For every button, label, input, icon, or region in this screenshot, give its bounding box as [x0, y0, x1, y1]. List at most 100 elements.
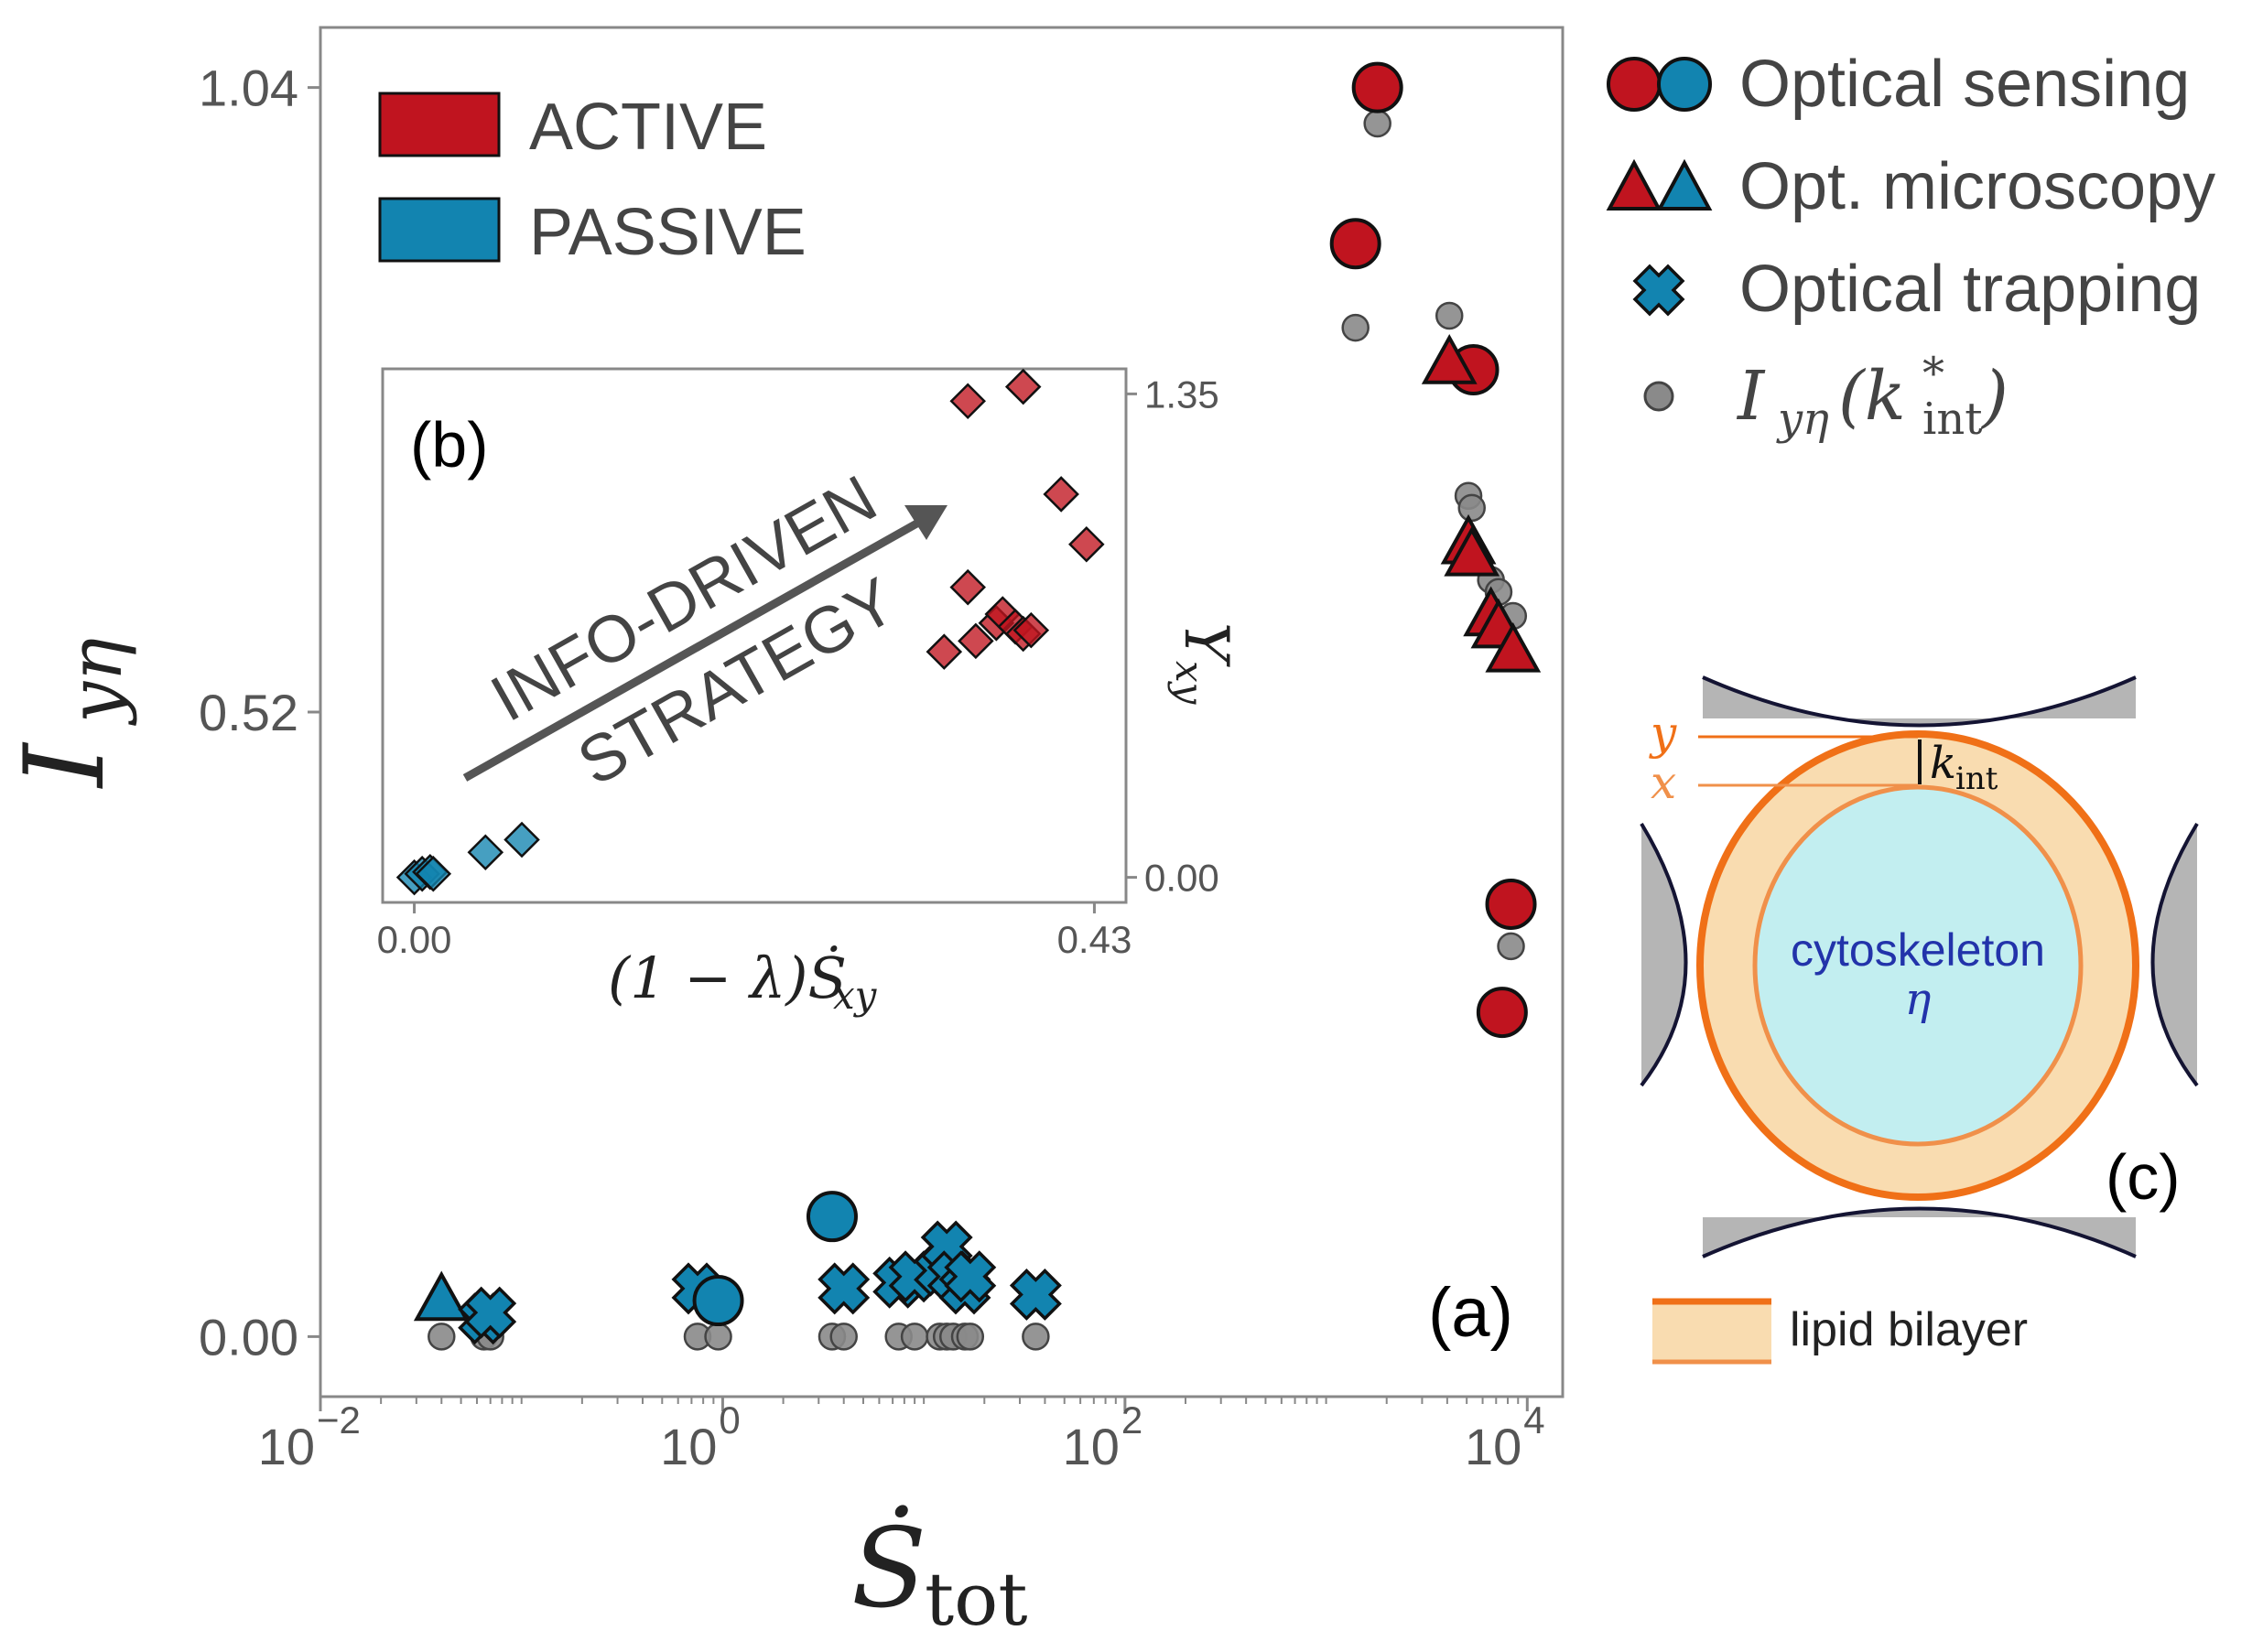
label-k: k: [1930, 738, 1956, 789]
passive-cross-point: [1009, 1268, 1062, 1321]
gray-reference-point: [956, 1323, 985, 1351]
panel-label-a: (a): [1428, 1274, 1513, 1352]
label-x: x: [1651, 756, 1676, 809]
inset-passive-diamond: [467, 834, 504, 870]
y-tick-label: 1.04: [199, 59, 298, 117]
gray-reference-point: [1435, 301, 1464, 330]
legend-swatch-passive: [378, 197, 501, 263]
legend-label-gray: I yη (k * int ): [1736, 348, 2009, 445]
inset-plot-frame: [381, 367, 1128, 904]
legend-label-trapping: Optical trapping: [1739, 253, 2201, 326]
x-tick-base: 10: [1063, 1418, 1120, 1475]
passive-cross-point: [464, 1286, 517, 1339]
inset-x-title-sub: xy: [833, 973, 878, 1018]
category-legend: ACTIVE PASSIVE: [378, 91, 807, 269]
legend-gray-sub: yη: [1776, 394, 1829, 445]
active-triangle-point: [1421, 333, 1478, 384]
x-axis-title-sub: tot: [925, 1557, 1027, 1642]
inset-passive-diamond: [503, 821, 540, 858]
active-circle-point: [1476, 987, 1528, 1039]
gray-reference-point: [829, 1323, 858, 1351]
inset-x-tick-label: 0.43: [1057, 918, 1132, 961]
lipid-bilayer-inner: [1752, 784, 2084, 1147]
x-tick-exponent: 0: [719, 1398, 740, 1441]
inset-y-title-main: Υ: [1171, 622, 1241, 667]
legend-label-sensing: Optical sensing: [1739, 48, 2190, 121]
x-tick-label: 10 0: [660, 1398, 741, 1475]
gray-reference-point: [1497, 932, 1525, 961]
legend-gray-close: ): [1980, 357, 2009, 436]
bilayer-legend-label: lipid bilayer: [1790, 1303, 2028, 1356]
right-plate: [2152, 824, 2197, 1085]
label-k-sub: int: [1955, 761, 1998, 797]
legend-circle-active: [1607, 57, 1662, 112]
legend-gray-I: I: [1736, 357, 1766, 436]
arrow-shaft: [462, 518, 923, 782]
inset-y-tick-label: 0.00: [1144, 857, 1219, 900]
x-axis-title: Ṡ tot: [851, 1506, 1027, 1642]
inset-active-diamond: [1004, 368, 1042, 405]
x-tick-label: 10 4: [1465, 1398, 1545, 1475]
inset-active-diamond: [1068, 525, 1105, 563]
gray-reference-point: [704, 1323, 732, 1351]
inset-data-points: [395, 368, 1105, 896]
marker-legend: Optical sensing Opt. microscopy Optical …: [1606, 48, 2215, 445]
inset-active-diamond: [1043, 476, 1079, 513]
legend-gray-int: int: [1922, 394, 1983, 445]
cytoskeleton-label: cytoskeleton: [1791, 924, 2045, 976]
gray-reference-point: [1457, 493, 1486, 523]
panel-label-b: (b): [410, 409, 489, 480]
gray-reference-point: [900, 1323, 929, 1351]
x-tick-base: 10: [1465, 1418, 1521, 1475]
x-tick-base: 10: [258, 1418, 315, 1475]
y-axis-title-sub: yη: [53, 638, 138, 726]
passive-cross-point: [817, 1262, 871, 1315]
legend-label-active: ACTIVE: [529, 91, 767, 164]
y-axis-title: I yη: [2, 638, 138, 789]
active-triangle-point: [1444, 525, 1500, 577]
x-tick-exponent: −2: [317, 1398, 361, 1441]
legend-circle-passive: [1657, 57, 1712, 112]
inset-x-tick-label: 0.00: [377, 918, 452, 961]
bilayer-legend-swatch: [1652, 1301, 1771, 1362]
inset-chart: 0.00 0.430.001.35 (b) INFO-DRIVEN STRATEG…: [377, 367, 1241, 1018]
cross-icon: [1632, 264, 1685, 317]
legend-gray-star: *: [1922, 348, 1944, 399]
arrow-head: [904, 505, 947, 540]
y-tick-label: 0.00: [199, 1308, 298, 1366]
passive-circle-point: [692, 1275, 744, 1327]
gray-reference-point: [1363, 109, 1391, 138]
legend-triangle-passive: [1656, 158, 1713, 211]
inset-y-title-sub: xy: [1167, 661, 1212, 706]
legend-triangle-active: [1606, 158, 1662, 211]
left-plate: [1641, 824, 1686, 1085]
passive-circle-point: [806, 1191, 858, 1243]
legend-gray-paren: (k: [1838, 357, 1906, 436]
top-plate-edge: [1702, 675, 2137, 728]
gray-reference-point: [428, 1323, 456, 1351]
x-axis-title-main: Ṡ: [851, 1506, 926, 1633]
active-circle-point: [1485, 878, 1537, 930]
main-data-points: [413, 61, 1542, 1345]
legend-label-passive: PASSIVE: [529, 196, 807, 269]
gray-reference-point: [1341, 313, 1370, 342]
x-tick-exponent: 2: [1121, 1398, 1142, 1441]
inset-active-diamond: [949, 568, 987, 606]
legend-label-microscopy: Opt. microscopy: [1739, 150, 2215, 223]
legend-cross: [1632, 264, 1685, 317]
gray-reference-point: [1022, 1323, 1050, 1351]
inset-y-title: Υ xy: [1167, 622, 1241, 706]
inset-active-diamond: [926, 633, 963, 670]
y-axis-title-main: I: [2, 741, 129, 789]
left-plate-edge: [1640, 822, 1688, 1087]
passive-cross-point: [944, 1250, 997, 1303]
label-y: y: [1649, 707, 1677, 760]
bottom-plate-edge: [1702, 1206, 2137, 1258]
inset-active-diamond: [958, 622, 994, 660]
active-triangle-point: [1485, 621, 1542, 673]
legend-gray-dot: [1643, 381, 1674, 412]
x-tick-exponent: 4: [1523, 1398, 1544, 1441]
passive-triangle-point: [413, 1270, 470, 1322]
